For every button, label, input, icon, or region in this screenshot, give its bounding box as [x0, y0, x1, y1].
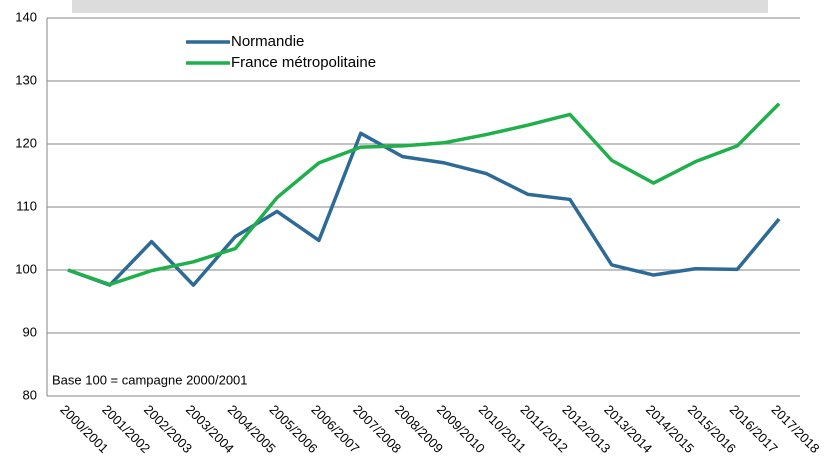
line-series — [67, 131, 781, 287]
line-series — [67, 102, 781, 287]
y-tick-label: 110 — [16, 198, 37, 213]
legend-label: France métropolitaine — [231, 54, 376, 71]
y-tick-label: 90 — [23, 324, 37, 339]
y-tick-label: 80 — [23, 387, 37, 402]
legend-label: Normandie — [231, 33, 304, 50]
y-tick-label: 120 — [15, 135, 37, 150]
header-bar — [72, 0, 768, 13]
annotation: Base 100 = campagne 2000/2001 — [52, 372, 248, 387]
y-tick-label: 100 — [15, 261, 37, 276]
y-tick-label: 140 — [15, 9, 37, 24]
y-tick-label: 130 — [15, 72, 37, 87]
